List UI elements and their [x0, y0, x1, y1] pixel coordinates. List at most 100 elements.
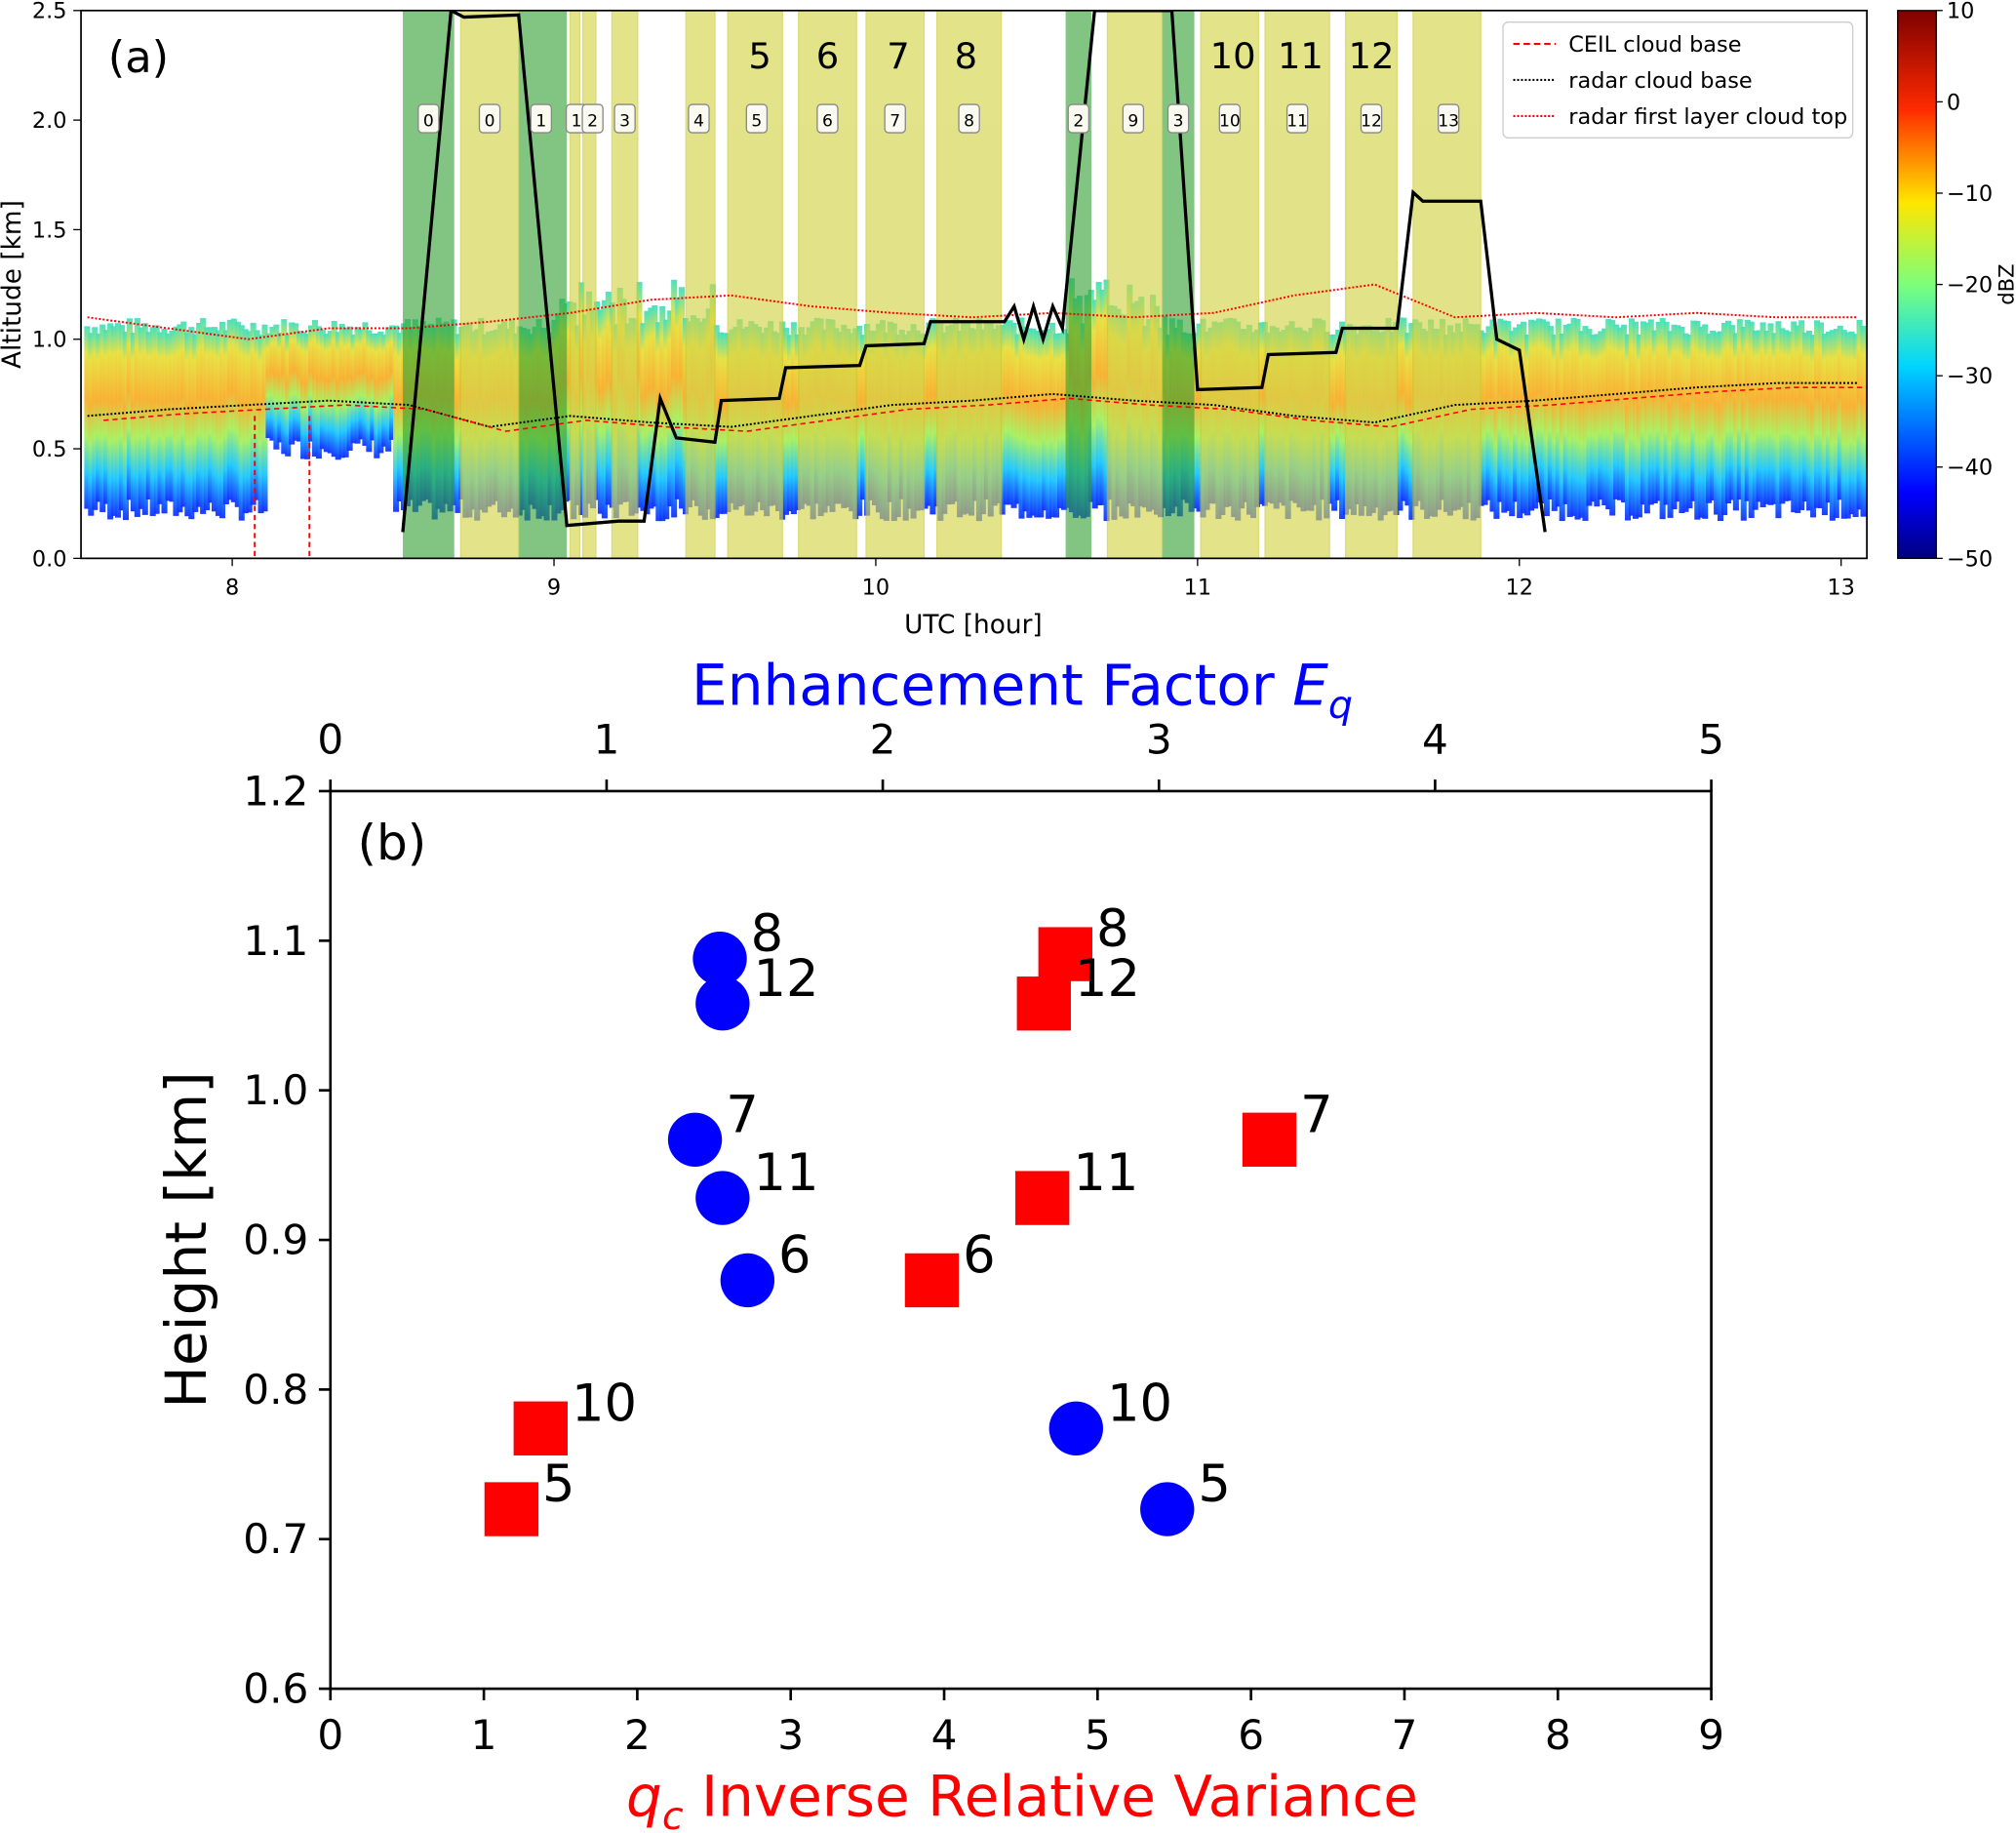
top-tick-label: 3	[1146, 716, 1172, 764]
reflectivity-column	[157, 332, 164, 504]
reflectivity-column	[84, 326, 91, 509]
top-axis-label: Enhancement Factor Eq	[692, 653, 1353, 728]
reflectivity-column	[1408, 323, 1415, 520]
case-label: 12	[1349, 35, 1395, 77]
reflectivity-column	[926, 322, 932, 506]
reflectivity-column	[362, 322, 369, 446]
point-label: 10	[572, 1374, 637, 1433]
reflectivity-column	[1060, 329, 1068, 510]
y-tick-label: 2.5	[32, 0, 67, 24]
square-marker	[1016, 976, 1071, 1031]
reflectivity-column	[1404, 333, 1411, 506]
reflectivity-column	[1795, 325, 1801, 513]
square-marker	[904, 1253, 960, 1308]
span-box	[1122, 103, 1145, 134]
span-box-label: 12	[1361, 111, 1382, 131]
reflectivity-column	[215, 330, 222, 516]
reflectivity-column	[169, 330, 176, 502]
point-label: 12	[754, 949, 819, 1009]
reflectivity-column	[319, 330, 326, 450]
reflectivity-column	[1775, 321, 1782, 519]
span-box	[417, 103, 440, 134]
reflectivity-column	[307, 325, 315, 442]
reflectivity-column	[374, 333, 380, 458]
reflectivity-column	[188, 327, 195, 520]
reflectivity-column	[118, 325, 126, 511]
reflectivity-column	[1517, 324, 1523, 519]
reflectivity-column	[1837, 325, 1843, 500]
reflectivity-column	[1555, 318, 1561, 507]
square-marker	[1015, 1171, 1070, 1225]
span-box	[688, 103, 710, 134]
reflectivity-column	[1748, 321, 1755, 518]
reflectivity-column	[922, 334, 929, 509]
circle-marker	[667, 1112, 723, 1167]
reflectivity-column	[652, 305, 658, 507]
reflectivity-column	[1578, 331, 1585, 518]
reflectivity-column	[377, 331, 384, 454]
yellow-span	[1200, 10, 1260, 559]
reflectivity-column	[134, 318, 140, 517]
panel-a: 0 0 1 1 2 3 4 5 6 7 8 2 9 3 10 11 12 135 6 7 8 10 11 12 8 9 10 11 1…	[0, 0, 2016, 640]
reflectivity-column	[285, 334, 292, 457]
x-tick-label: 9	[1698, 1711, 1724, 1759]
colorbar-tick-label: −30	[1947, 364, 1993, 389]
reflectivity-column	[389, 325, 396, 440]
reflectivity-column	[593, 301, 600, 500]
reflectivity-column	[327, 331, 334, 454]
aircraft-track-line	[401, 10, 1547, 533]
reflectivity-column	[1053, 333, 1060, 518]
y-tick-label: 2.0	[32, 108, 67, 134]
reflectivity-column	[1617, 327, 1624, 500]
reflectivity-column	[153, 325, 160, 514]
reflectivity-column	[1856, 319, 1863, 510]
reflectivity-column	[1582, 326, 1589, 521]
reflectivity-column	[1671, 324, 1678, 510]
span-box-label: 13	[1438, 111, 1459, 131]
reflectivity-column	[1710, 330, 1717, 501]
circle-marker	[692, 932, 747, 986]
span-box-label: 4	[693, 111, 704, 131]
reflectivity-column	[929, 318, 936, 515]
reflectivity-column	[130, 333, 137, 512]
reflectivity-column	[675, 298, 682, 499]
reflectivity-column	[640, 323, 647, 511]
reflectivity-column	[173, 326, 179, 516]
reflectivity-column	[1744, 319, 1751, 501]
x-tick-label: 2	[624, 1711, 651, 1759]
reflectivity-column	[1590, 334, 1597, 502]
reflectivity-column	[1551, 334, 1558, 511]
reflectivity-column	[103, 330, 110, 504]
reflectivity-column	[1686, 335, 1693, 509]
square-marker	[513, 1401, 568, 1455]
y-tick-label: 0.5	[32, 437, 67, 462]
reflectivity-column	[397, 333, 404, 501]
reflectivity-column	[1810, 335, 1817, 518]
reflectivity-column	[1771, 333, 1778, 504]
reflectivity-column	[1682, 333, 1689, 512]
reflectivity-column	[1613, 324, 1620, 499]
yellow-span	[685, 10, 716, 559]
x-tick-label: 3	[777, 1711, 804, 1759]
radar-cloud-top-line	[87, 283, 1858, 340]
reflectivity-column	[141, 323, 148, 515]
reflectivity-column	[1799, 320, 1805, 510]
reflectivity-column	[1497, 318, 1504, 502]
span-box	[1437, 103, 1460, 134]
panel-a-frame	[80, 9, 1868, 560]
legend-label: radar first layer cloud top	[1568, 104, 1847, 130]
point-label: 11	[754, 1143, 819, 1203]
reflectivity-column	[208, 327, 215, 503]
reflectivity-column	[1698, 326, 1705, 518]
panel-b-label: (b)	[357, 815, 426, 871]
reflectivity-column	[311, 320, 318, 458]
reflectivity-column	[648, 307, 654, 509]
reflectivity-column	[1046, 329, 1052, 519]
x-tick-label: 9	[547, 575, 561, 600]
reflectivity-column	[578, 282, 585, 515]
reflectivity-column	[254, 330, 260, 500]
circle-marker	[1140, 1482, 1195, 1536]
yellow-span	[798, 10, 857, 559]
point-label: 10	[1107, 1374, 1172, 1433]
